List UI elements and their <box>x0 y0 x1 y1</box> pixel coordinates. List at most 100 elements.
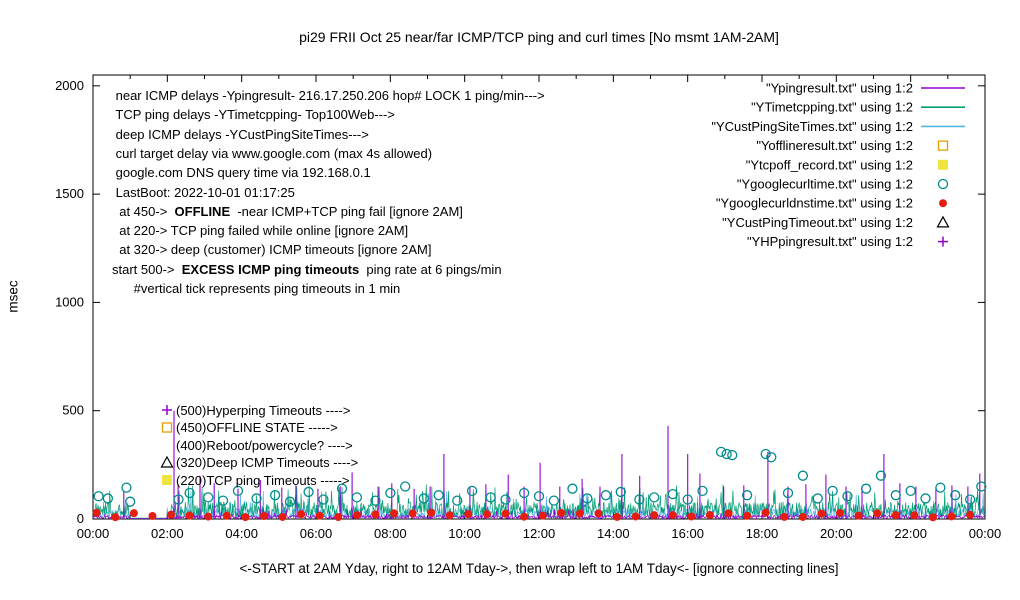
x-tick-label: 10:00 <box>448 526 481 541</box>
x-tick-label: 00:00 <box>77 526 110 541</box>
filled-circle-marker <box>966 510 975 519</box>
open-circle-marker <box>385 487 396 499</box>
x-tick-label: 12:00 <box>523 526 556 541</box>
filled-circle-marker <box>910 511 919 520</box>
open-circle-marker <box>715 446 727 458</box>
level-annotation-markers <box>160 405 174 485</box>
filled-circle-marker <box>557 508 566 517</box>
open-circle-marker <box>548 495 560 506</box>
open-circle-marker <box>760 448 771 460</box>
open-circle-marker <box>533 491 545 502</box>
legend-entry: "YCustPingSiteTimes.txt" using 1:2 <box>711 119 965 134</box>
filled-circle-marker <box>167 510 176 519</box>
x-tick-label: 00:00 <box>969 526 1002 541</box>
open-circle-marker <box>269 490 281 501</box>
filled-circle-marker <box>724 509 733 518</box>
filled-circle-marker <box>668 511 677 520</box>
filled-circle-marker <box>854 511 863 520</box>
y-tick-label: 1000 <box>55 294 84 309</box>
filled-circle-marker <box>836 509 845 518</box>
y-axis-label: msec <box>5 280 21 313</box>
open-circle-marker <box>518 487 530 499</box>
chart-title: pi29 FRII Oct 25 near/far ICMP/TCP ping … <box>299 29 779 45</box>
filled-circle-marker <box>259 511 268 520</box>
filled-circle-marker <box>873 509 882 518</box>
filled-circle-marker <box>631 512 640 521</box>
x-tick-label: 22:00 <box>894 526 927 541</box>
legend-label: "YHPpingresult.txt" using 1:2 <box>747 234 913 249</box>
y-tick-label: 500 <box>62 403 84 418</box>
open-circle-marker <box>232 485 244 496</box>
filled-circle-marker <box>334 512 343 521</box>
open-circle-marker <box>667 488 678 500</box>
open-circle-marker <box>649 492 660 503</box>
filled-circle-marker <box>185 511 194 520</box>
open-circle-marker <box>500 494 511 505</box>
open-circle-marker <box>937 178 949 190</box>
open-circle-marker <box>964 494 976 505</box>
open-circle-marker <box>697 485 708 496</box>
open-circle-marker <box>351 492 363 503</box>
open-circle-marker <box>682 494 693 505</box>
open-circle-marker <box>600 490 612 501</box>
legend-entry: "YCustPingTimeout.txt" using 1:2 <box>722 215 950 230</box>
legend-entry: "Ygooglecurldnstime.txt" using 1:2 <box>716 196 947 211</box>
legend-label: "YCustPingSiteTimes.txt" using 1:2 <box>711 119 913 134</box>
open-circle-marker <box>797 470 809 481</box>
legend-label: "Ygooglecurldnstime.txt" using 1:2 <box>716 196 913 211</box>
filled-circle-marker <box>92 508 101 517</box>
filled-circle-marker <box>352 511 361 520</box>
filled-circle-marker <box>241 513 250 522</box>
legend-entry: "YHPpingresult.txt" using 1:2 <box>747 234 948 249</box>
x-tick-label: 18:00 <box>746 526 779 541</box>
open-circle-marker <box>860 483 872 494</box>
open-circle-marker <box>727 449 738 461</box>
x-tick-label: 08:00 <box>374 526 407 541</box>
open-circle-marker <box>418 493 429 504</box>
open-circle-marker <box>920 493 931 504</box>
filled-square-marker <box>162 475 172 485</box>
y-axis-ticks: 0 500 1000 1500 2000 <box>55 78 985 526</box>
filled-circle-marker <box>538 511 547 520</box>
open-circle-marker <box>184 487 195 499</box>
filled-circle-marker <box>464 510 473 519</box>
filled-circle-marker <box>798 512 807 521</box>
y-tick-label: 1500 <box>55 186 84 201</box>
x-tick-label: 06:00 <box>300 526 333 541</box>
legend-label: "Ygooglecurltime.txt" using 1:2 <box>737 177 913 192</box>
x-axis-label: <-START at 2AM Yday, right to 12AM Tday-… <box>239 561 839 576</box>
filled-circle-marker <box>613 512 622 521</box>
open-circle-marker <box>976 481 987 492</box>
open-circle-marker <box>782 487 794 499</box>
open-circle-marker <box>875 470 887 481</box>
filled-circle-marker <box>222 511 231 520</box>
filled-circle-marker <box>315 511 324 520</box>
open-circle-marker <box>582 493 593 504</box>
open-circle-marker <box>827 485 838 496</box>
legend-entry: "Ypingresult.txt" using 1:2 <box>766 81 965 96</box>
y-tick-label: 0 <box>77 511 84 526</box>
open-circle-marker <box>336 483 348 494</box>
filled-circle-marker <box>408 509 417 518</box>
legend: "Ypingresult.txt" using 1:2 "YTimetcpping… <box>711 81 965 249</box>
filled-circle-marker <box>947 512 956 521</box>
open-circle-marker <box>567 483 578 494</box>
filled-circle-marker <box>278 512 287 521</box>
open-circle-marker <box>121 482 132 493</box>
open-triangle-marker <box>936 215 950 228</box>
x-tick-label: 14:00 <box>597 526 630 541</box>
filled-circle-marker <box>761 508 770 517</box>
filled-circle-marker <box>575 509 584 518</box>
open-circle-marker <box>842 491 853 502</box>
open-circle-marker <box>485 492 496 503</box>
open-circle-marker <box>303 486 314 498</box>
open-circle-marker <box>721 448 732 460</box>
open-circle-marker <box>125 496 136 507</box>
open-circle-marker <box>251 493 262 504</box>
open-circle-marker <box>400 481 411 492</box>
filled-circle-marker <box>371 510 380 519</box>
filled-circle-marker <box>204 512 213 521</box>
filled-circle-marker <box>650 511 659 520</box>
filled-circle-marker <box>390 509 399 518</box>
filled-circle-marker <box>297 510 306 519</box>
